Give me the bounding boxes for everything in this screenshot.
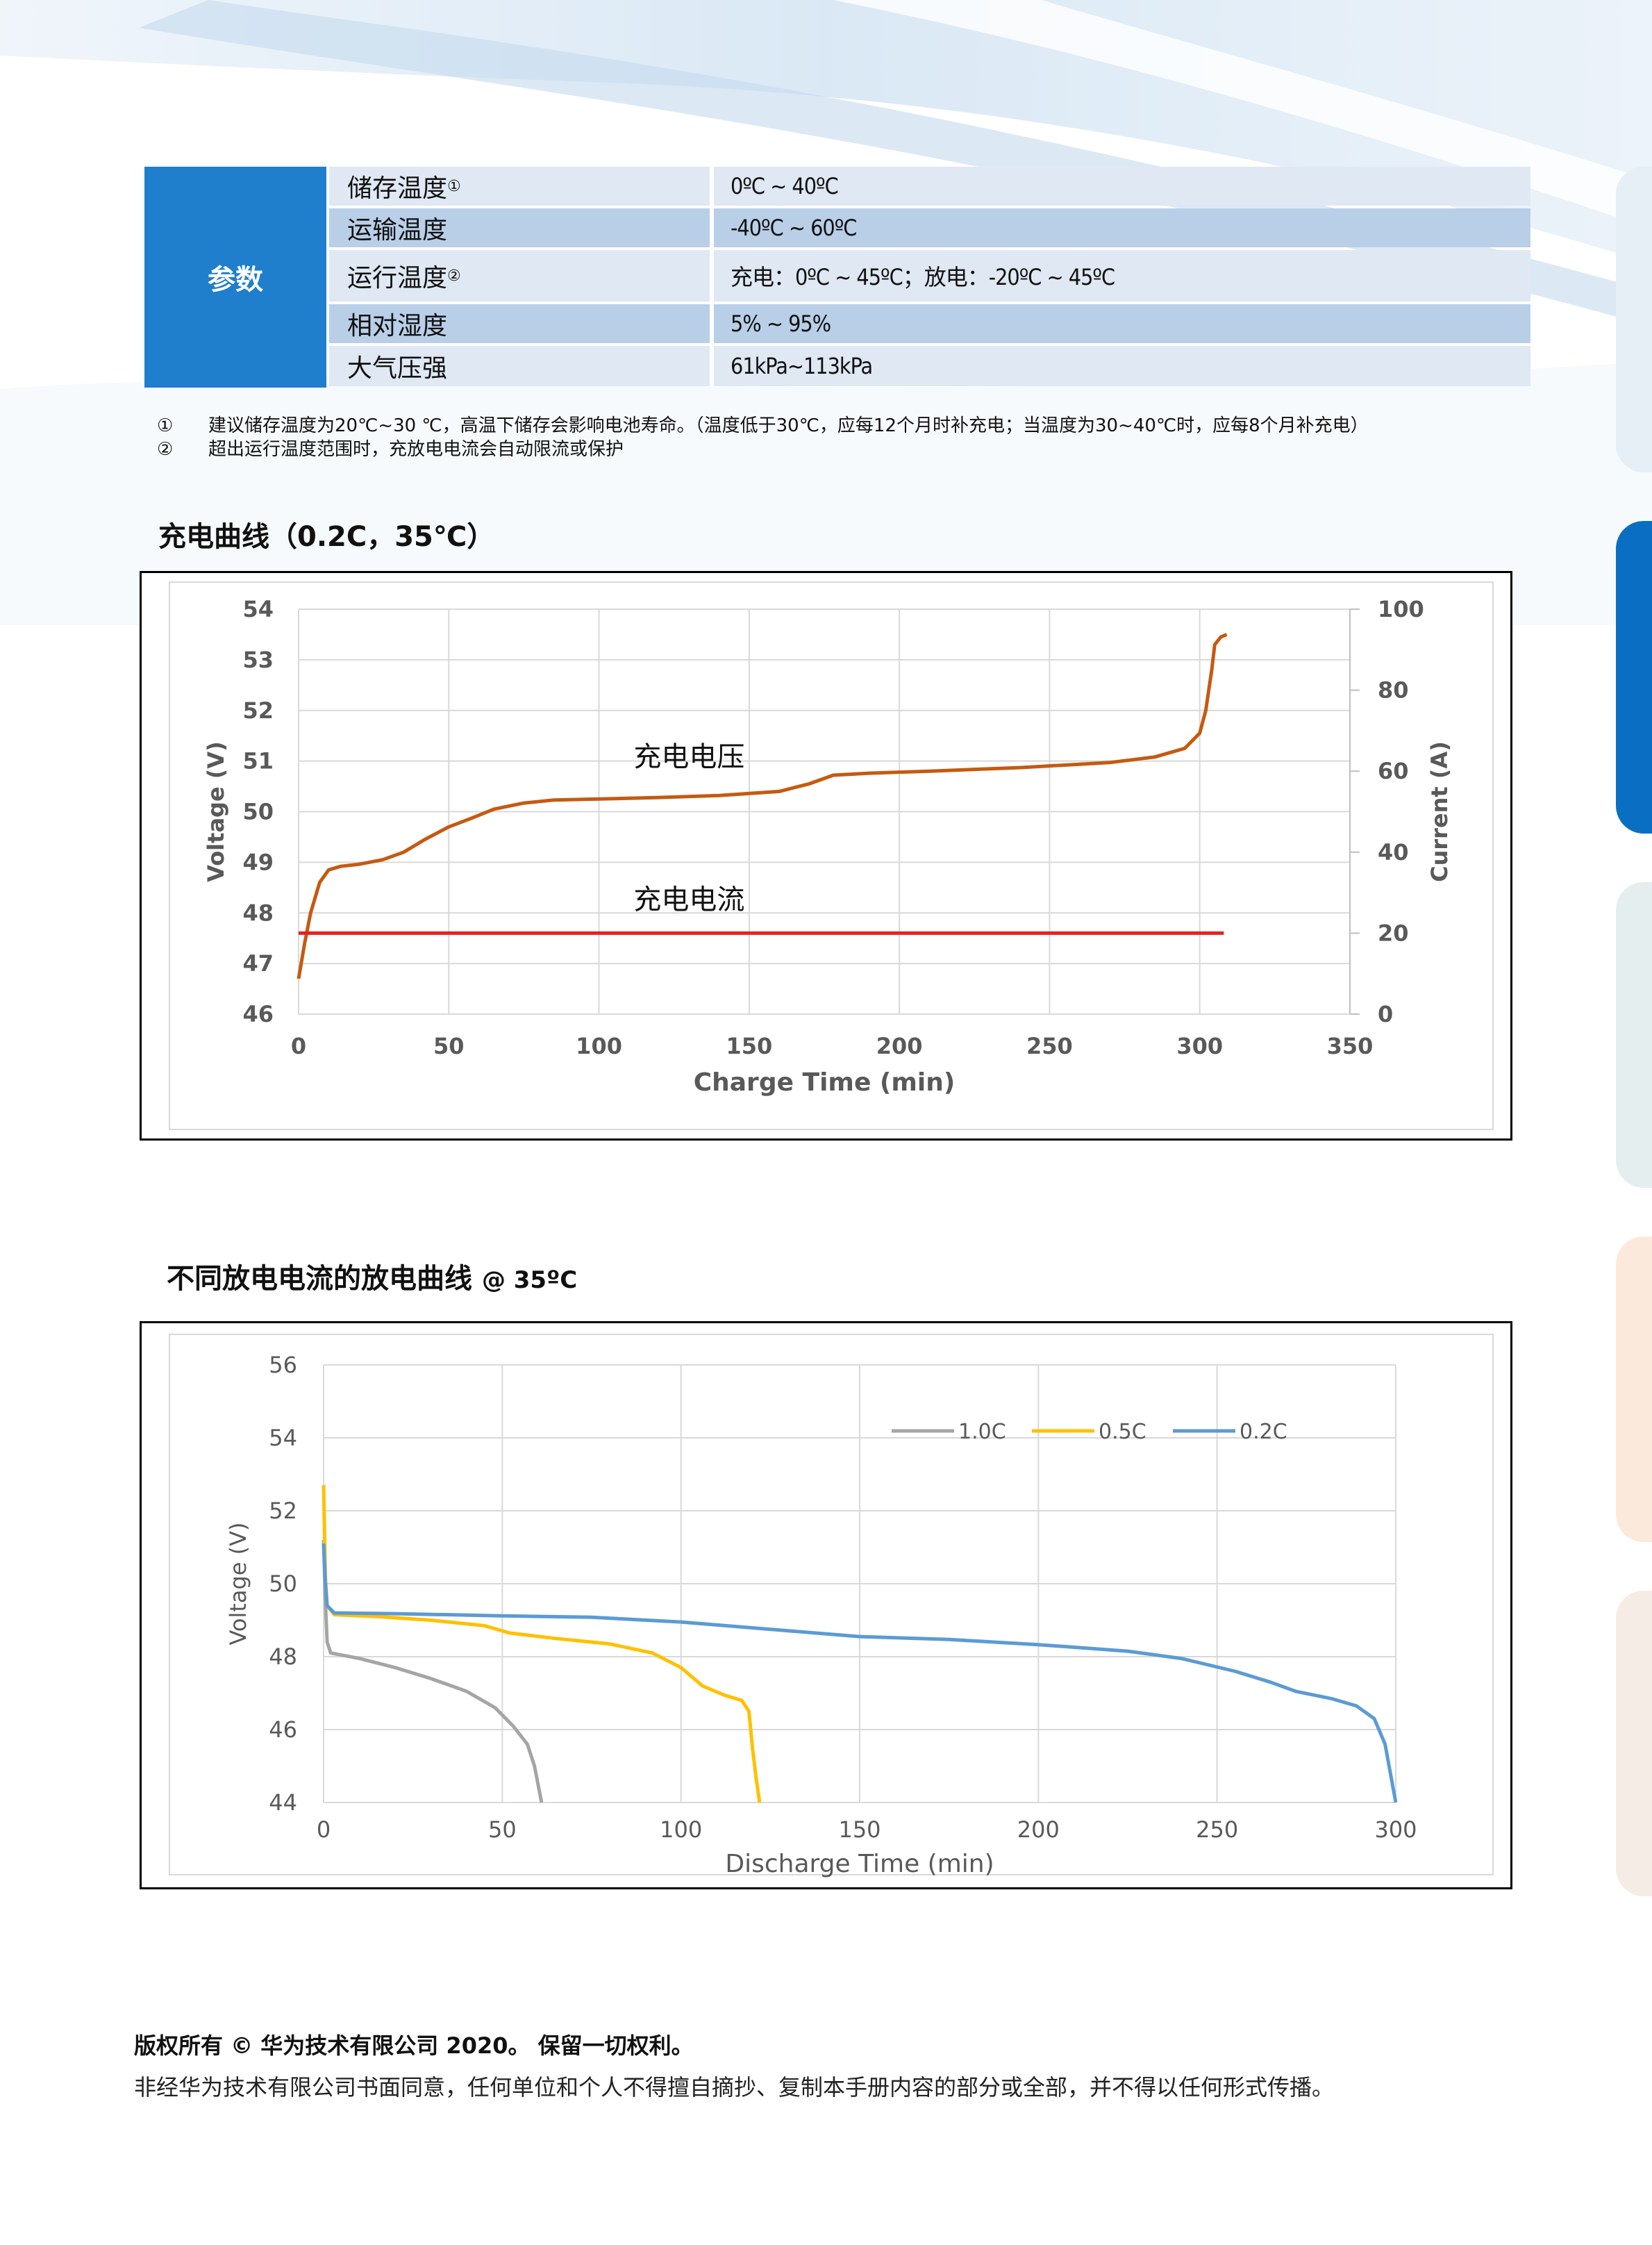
copyright-footer: 版权所有 © 华为技术有限公司 2020。 保留一切权利。 非经华为技术有限公司…: [134, 2028, 1334, 2102]
x-tick-label: 250: [1026, 1033, 1073, 1059]
y-tick-label: 54: [242, 596, 274, 622]
param-value: 61kPa~113kPa: [714, 346, 1530, 386]
param-name: 运行温度: [347, 264, 448, 292]
discharge-title: 不同放电电流的放电曲线: [167, 1263, 472, 1295]
x-tick-label: 150: [838, 1816, 881, 1843]
param-row-pressure: 大气压强 61kPa~113kPa: [329, 346, 1530, 386]
y-tick-label: 49: [242, 849, 274, 875]
y-tick-label: 52: [242, 697, 274, 724]
y-tick-label: 48: [242, 900, 274, 926]
x-tick-label: 200: [1017, 1816, 1060, 1843]
side-tab-2-active[interactable]: [1616, 521, 1652, 834]
x-tick-label: 0: [317, 1816, 331, 1843]
param-value: 5% ~ 95%: [714, 304, 1530, 343]
side-tab-5[interactable]: [1616, 1591, 1652, 1896]
y-tick-label: 54: [269, 1425, 297, 1451]
charge-section-title: 充电曲线（0.2C，35℃）: [158, 514, 494, 554]
y-tick-label: 44: [269, 1789, 297, 1816]
x-tick-label: 100: [576, 1033, 622, 1059]
footnote-mark: ①: [447, 177, 461, 195]
y-tick-label: 52: [269, 1498, 297, 1524]
param-name: 储存温度: [347, 174, 448, 203]
y2-tick-label: 100: [1378, 596, 1424, 622]
param-name: 运输温度: [347, 216, 448, 245]
y-tick-label: 48: [269, 1643, 297, 1670]
charge-chart-plot-border: [169, 581, 1494, 1130]
legend-label-1.0C: 1.0C: [958, 1420, 1006, 1444]
charge-chart: 0 50 100 150 200 250 300 350 46 47 48 49 50 51 52 53 54 0…: [203, 596, 1453, 1097]
discharge-chart-plot-border: [169, 1334, 1494, 1875]
x-tick-label: 300: [1374, 1816, 1417, 1843]
y2-tick-label: 20: [1378, 920, 1409, 946]
parameter-table-header: 参数: [144, 167, 326, 388]
y2-tick-label: 0: [1378, 1001, 1393, 1027]
x-tick-label: 50: [488, 1816, 517, 1843]
param-value: -40ºC ~ 60ºC: [714, 208, 1530, 247]
param-name: 大气压强: [347, 354, 448, 383]
param-value: 0ºC ~ 40ºC: [714, 167, 1530, 206]
charge-subtitle: （0.2C，35℃）: [269, 521, 495, 553]
copyright-line: 版权所有 © 华为技术有限公司 2020。 保留一切权利。: [134, 2032, 694, 2059]
footnote-text: 建议储存温度为20℃~30 ℃，高温下储存会影响电池寿命。（温度低于30℃，应每…: [208, 415, 1369, 436]
series-line-charge-voltage: [297, 633, 1228, 979]
x-tick-label: 300: [1176, 1033, 1223, 1059]
y-tick-label: 46: [269, 1716, 297, 1743]
x-axis-label: Charge Time (min): [694, 1068, 956, 1097]
legend-label-0.5C: 0.5C: [1099, 1420, 1146, 1444]
footnote-mark: ②: [447, 267, 461, 285]
footnote-item: ② 超出运行温度范围时，充放电电流会自动限流或保护: [157, 438, 1369, 461]
y2-tick-label: 80: [1378, 677, 1409, 704]
footnote-mark: ②: [157, 439, 174, 460]
x-tick-label: 350: [1327, 1033, 1374, 1059]
discharge-chart: 0 50 100 150 200 250 300 44 46 48 50 52 54 56 Discharg…: [225, 1352, 1417, 1878]
parameter-table: 参数 储存温度 ① 0ºC ~ 40ºC 运输温度 -40ºC ~ 60ºC 运行…: [144, 167, 1530, 388]
charge-title: 充电曲线: [158, 521, 269, 553]
x-tick-label: 0: [291, 1033, 306, 1059]
x-axis-label: Discharge Time (min): [725, 1850, 994, 1878]
y2-axis-label: Current (A): [1426, 741, 1453, 882]
param-value: 充电：0ºC ~ 45ºC；放电：-20ºC ~ 45ºC: [714, 250, 1530, 301]
x-tick-label: 150: [726, 1033, 772, 1059]
param-row-operating-temp: 运行温度 ② 充电：0ºC ~ 45ºC；放电：-20ºC ~ 45ºC: [329, 250, 1530, 301]
series-label-current: 充电电流: [633, 884, 744, 916]
y-tick-label: 56: [269, 1352, 297, 1378]
side-tab-4[interactable]: [1616, 1236, 1652, 1542]
discharge-section-title: 不同放电电流的放电曲线 @ 35ºC: [167, 1256, 577, 1296]
footnote-mark: ①: [157, 415, 174, 436]
footnote-text: 超出运行温度范围时，充放电电流会自动限流或保护: [208, 439, 624, 460]
y-axis-label: Voltage (V): [203, 741, 229, 882]
legend-label-0.2C: 0.2C: [1240, 1420, 1287, 1444]
footnotes: ① 建议储存温度为20℃~30 ℃，高温下储存会影响电池寿命。（温度低于30℃，…: [157, 414, 1369, 461]
x-tick-label: 100: [660, 1816, 702, 1843]
copyright-notice: 非经华为技术有限公司书面同意，任何单位和个人不得擅自摘抄、复制本手册内容的部分或…: [134, 2074, 1335, 2101]
x-tick-label: 250: [1196, 1816, 1238, 1843]
param-row-storage-temp: 储存温度 ① 0ºC ~ 40ºC: [329, 167, 1530, 206]
param-name: 相对湿度: [347, 312, 448, 340]
y2-tick-label: 60: [1378, 758, 1409, 784]
y-tick-label: 50: [269, 1571, 297, 1597]
y-axis-label: Voltage (V): [225, 1522, 251, 1645]
y-tick-label: 51: [242, 748, 274, 774]
discharge-subtitle: @ 35ºC: [481, 1266, 578, 1294]
y-tick-label: 47: [242, 950, 274, 977]
discharge-chart-frame: 0 50 100 150 200 250 300 44 46 48 50 52 54 56 Discharg…: [140, 1321, 1512, 1889]
param-row-humidity: 相对湿度 5% ~ 95%: [329, 304, 1530, 343]
param-row-transport-temp: 运输温度 -40ºC ~ 60ºC: [329, 208, 1530, 247]
charge-chart-frame: 0 50 100 150 200 250 300 350 46 47 48 49 50 51 52 53 54 0…: [140, 571, 1512, 1141]
footnote-item: ① 建议储存温度为20℃~30 ℃，高温下储存会影响电池寿命。（温度低于30℃，…: [157, 414, 1369, 438]
series-label-voltage: 充电电压: [633, 741, 744, 773]
y-tick-label: 53: [242, 647, 274, 673]
series-line-1.0C: [322, 1539, 544, 1803]
y-tick-label: 46: [242, 1001, 274, 1027]
series-line-0.5C: [322, 1485, 762, 1803]
y2-tick-label: 40: [1378, 839, 1409, 865]
side-tab-1[interactable]: [1616, 167, 1652, 472]
x-tick-label: 50: [433, 1033, 465, 1059]
series-line-0.2C: [322, 1543, 1398, 1803]
x-tick-label: 200: [876, 1033, 923, 1059]
side-tabs: [1610, 0, 1652, 2245]
y-tick-label: 50: [242, 799, 274, 825]
side-tab-3[interactable]: [1616, 882, 1652, 1188]
